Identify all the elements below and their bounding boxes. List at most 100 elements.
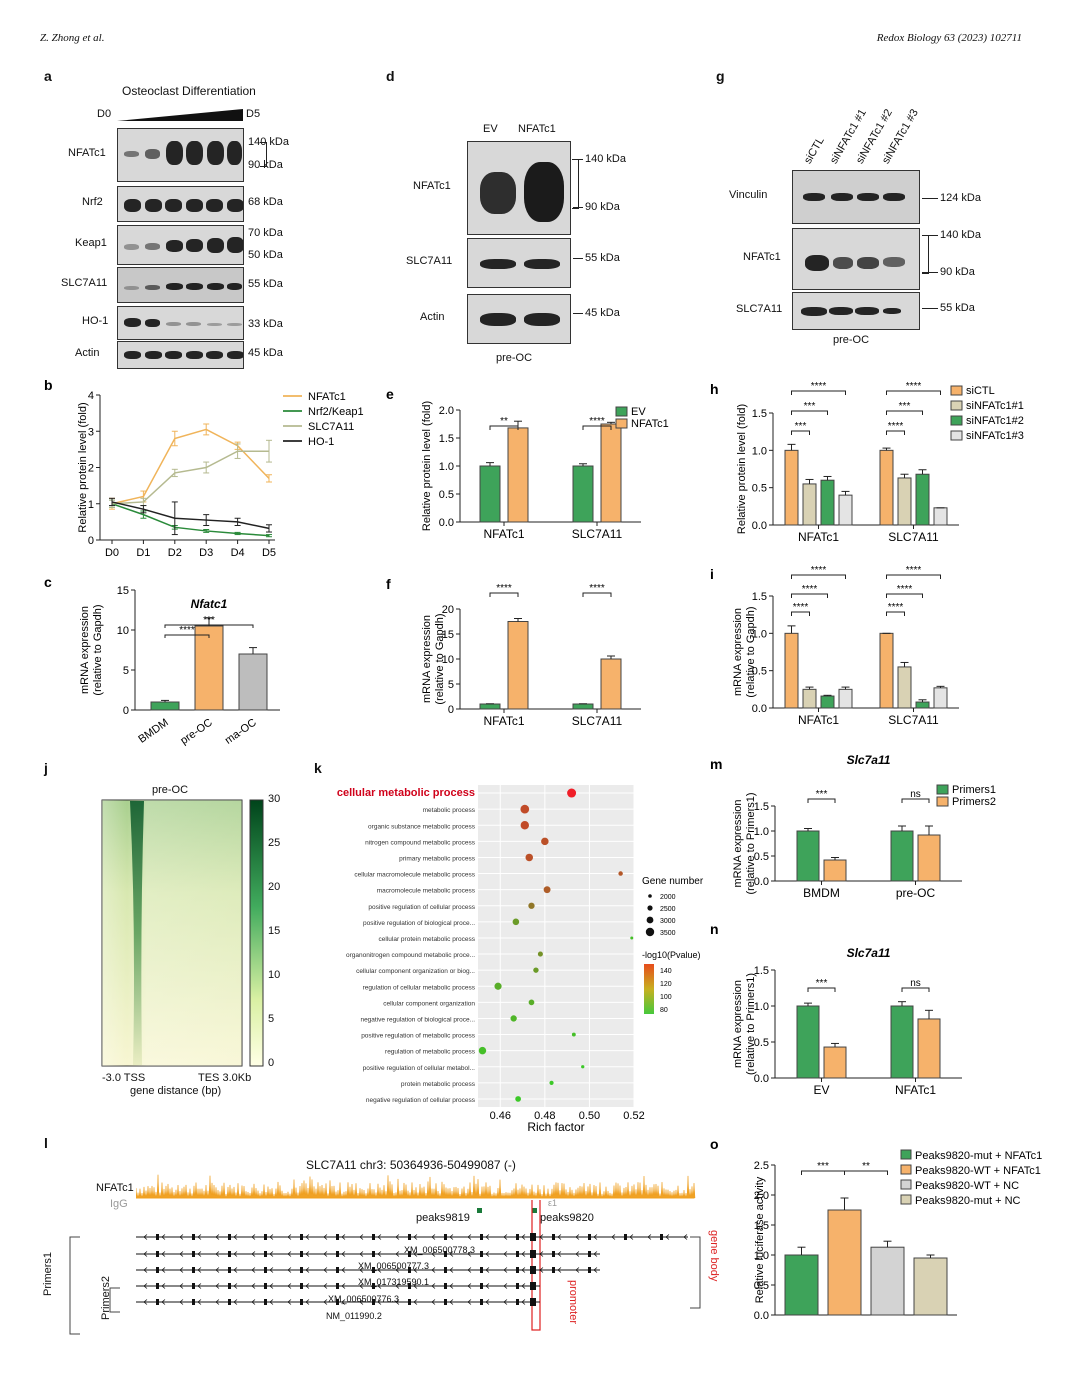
colorbar-tick: 20 xyxy=(268,881,281,893)
strand-arrow xyxy=(485,1283,490,1289)
significance-label: *** xyxy=(816,978,828,989)
data-point xyxy=(528,902,535,909)
strand-arrow xyxy=(305,1299,310,1305)
strand-arrow xyxy=(323,1267,328,1273)
y-tick-label: 0 xyxy=(448,704,454,716)
band xyxy=(227,141,242,165)
strand-arrow xyxy=(287,1299,292,1305)
legend-label: siNFATc1#1 xyxy=(966,400,1024,412)
x-tick-label: NFATc1 xyxy=(798,713,839,727)
legend-swatch xyxy=(950,430,963,441)
blot-a-row-label: NFATc1 xyxy=(68,147,106,159)
term-label: positive regulation of cellular metabol.… xyxy=(363,1065,476,1072)
bar-Primers2 xyxy=(823,1046,847,1079)
legend-label: Primers1 xyxy=(952,784,996,796)
band xyxy=(833,257,853,269)
y-axis-label: mRNA expression xyxy=(79,606,91,694)
strand-arrow xyxy=(197,1234,202,1240)
band xyxy=(524,259,560,269)
strand-arrow xyxy=(179,1234,184,1240)
colorbar-tick: 0 xyxy=(268,1057,275,1069)
significance-bracket xyxy=(791,430,810,435)
strand-arrow xyxy=(341,1234,346,1240)
band xyxy=(165,351,182,359)
y-tick-label: 0.5 xyxy=(754,1037,769,1049)
band xyxy=(803,193,825,201)
strand-arrow xyxy=(647,1234,652,1240)
y-tick-label: 3 xyxy=(88,426,94,438)
blot-a-title: Osteoclast Differentiation xyxy=(122,84,256,98)
blot-g-row-label: NFATc1 xyxy=(743,251,781,263)
exon xyxy=(516,1283,519,1289)
significance-label: **** xyxy=(897,584,913,595)
kda-label: 33 kDa xyxy=(248,318,283,330)
y-tick-label: 1.0 xyxy=(752,445,767,457)
bar-siCTL xyxy=(784,449,799,526)
panel-label-j: j xyxy=(44,760,48,776)
significance-bracket xyxy=(886,390,941,395)
colorbar-tick: 25 xyxy=(268,837,281,849)
legend-label: Primers2 xyxy=(952,796,996,808)
strand-arrow xyxy=(233,1251,238,1257)
exon xyxy=(408,1234,411,1240)
band xyxy=(226,199,243,212)
heatmap-xlabel: gene distance (bp) xyxy=(130,1085,222,1097)
bar-EV xyxy=(479,465,501,523)
strand-arrow xyxy=(395,1283,400,1289)
y-tick-label: 5 xyxy=(123,665,129,677)
y-tick-label: 5 xyxy=(448,679,454,691)
data-point xyxy=(525,853,534,862)
y-axis-label: mRNA expression xyxy=(732,608,744,696)
strand-arrow xyxy=(215,1251,220,1257)
exon xyxy=(264,1251,267,1257)
bar-siCTL xyxy=(879,632,894,709)
strand-arrow xyxy=(449,1234,454,1240)
panel-label-d: d xyxy=(386,68,395,84)
x-tick-label: NFATc1 xyxy=(483,714,524,728)
exon xyxy=(300,1234,303,1240)
strand-arrow xyxy=(233,1299,238,1305)
x-tick-label: D4 xyxy=(231,547,245,559)
y-axis-label: Relative protein level (fold) xyxy=(77,402,89,532)
strand-arrow xyxy=(251,1283,256,1289)
x-tick-label: SLC7A11 xyxy=(888,530,939,544)
term-label: regulation of metabolic process xyxy=(385,1049,476,1056)
blot-g-row-label: Vinculin xyxy=(729,189,768,201)
x-tick-label: NFATc1 xyxy=(895,1083,936,1097)
y-tick-label: 10 xyxy=(117,625,129,637)
strand-arrow xyxy=(179,1251,184,1257)
blot-a-d5: D5 xyxy=(246,108,261,120)
data-point xyxy=(478,1046,487,1055)
strand-arrow xyxy=(269,1234,274,1240)
exon xyxy=(516,1267,519,1273)
y-tick-label: 1 xyxy=(88,499,94,511)
strand-arrow xyxy=(305,1251,310,1257)
exon xyxy=(336,1251,339,1257)
y-tick-label: 10 xyxy=(442,654,454,666)
band xyxy=(805,255,829,271)
strand-arrow xyxy=(521,1267,526,1273)
legend-swatch xyxy=(900,1164,912,1175)
data-point xyxy=(494,982,502,990)
strand-arrow xyxy=(161,1283,166,1289)
nfatc1-signal-track xyxy=(136,1174,696,1199)
band xyxy=(226,351,243,359)
exon xyxy=(336,1234,339,1240)
strand-arrow xyxy=(341,1283,346,1289)
primers2-bracket xyxy=(109,1287,120,1313)
panel-label-f: f xyxy=(386,576,391,592)
exon xyxy=(336,1283,339,1289)
exon xyxy=(516,1299,519,1305)
panel-label-i: i xyxy=(710,566,714,582)
significance-bracket xyxy=(886,430,905,435)
x-tick-label: 0.46 xyxy=(490,1110,511,1122)
legend-label: siCTL xyxy=(966,385,995,397)
legend-swatch xyxy=(936,796,949,807)
significance-bracket xyxy=(791,574,846,579)
significance-label: **** xyxy=(589,583,605,594)
journal-header: Redox Biology 63 (2023) 102711 xyxy=(876,32,1022,44)
band xyxy=(145,319,160,327)
exon xyxy=(300,1267,303,1273)
strand-arrow xyxy=(269,1251,274,1257)
y-tick-label: 2.5 xyxy=(754,1160,769,1172)
